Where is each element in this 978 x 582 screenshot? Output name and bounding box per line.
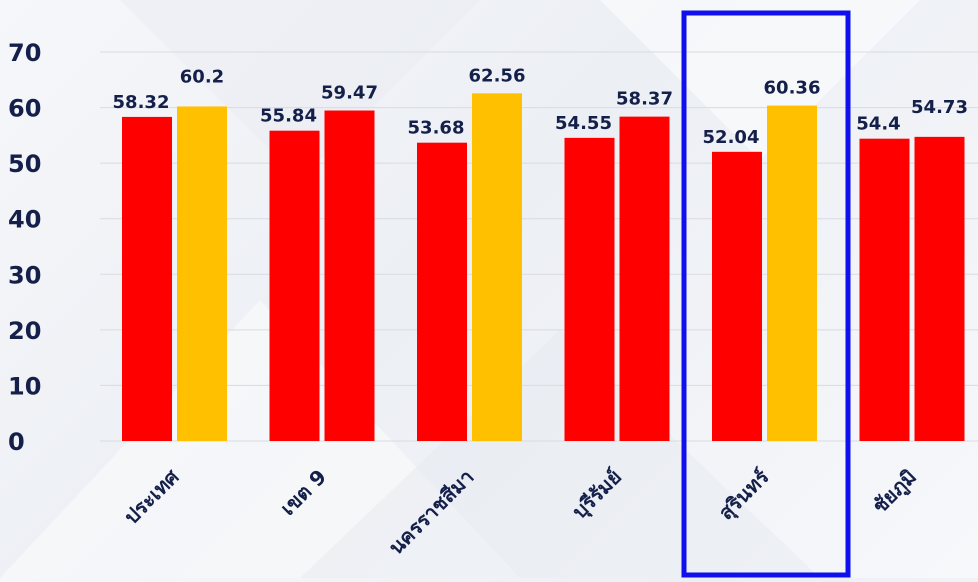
bar-series2: [619, 116, 670, 441]
y-axis-ticks: 0 10 20 30 40 50 60 70: [8, 39, 41, 456]
value-label-series2: 60.36: [764, 78, 821, 99]
x-axis-labels: ประเทศ เขต 9 นครราชสีมา บุรีรัมย์ สุรินทร์ ชั…: [119, 464, 922, 560]
x-category-label: ประเทศ: [119, 464, 184, 529]
value-label-series1: 54.55: [555, 113, 612, 134]
bars: [122, 93, 965, 442]
value-label-series2: 54.73: [911, 97, 968, 118]
value-label-series2: 59.47: [321, 83, 378, 104]
highlight-box: [681, 10, 851, 578]
value-label-series1: 54.4: [856, 114, 900, 135]
highlight-layer: [681, 10, 851, 578]
y-tick-label: 40: [8, 206, 41, 234]
y-tick-label: 10: [8, 372, 41, 400]
y-tick-label: 30: [8, 261, 41, 289]
gridlines: [100, 51, 978, 442]
value-label-series1: 58.32: [113, 92, 170, 113]
value-label-series1: 53.68: [408, 118, 465, 139]
bar-series1: [712, 151, 762, 442]
value-label-series2: 58.37: [616, 89, 673, 110]
bar-series2: [914, 136, 965, 441]
value-label-series1: 55.84: [260, 106, 317, 127]
bar-series1: [564, 137, 615, 442]
y-tick-label: 0: [8, 428, 25, 456]
value-label-series1: 52.04: [703, 127, 760, 148]
x-category-label: บุรีรัมย์: [567, 465, 626, 524]
bar-series2: [472, 93, 522, 441]
x-category-label: สุรินทร์: [714, 464, 775, 525]
bar-series2: [767, 105, 817, 441]
bar-series1: [269, 130, 320, 441]
y-tick-label: 20: [8, 317, 41, 345]
y-tick-label: 70: [8, 39, 41, 67]
bar-series1: [122, 116, 172, 442]
x-category-label: เขต 9: [276, 465, 331, 520]
x-category-label: ชัยภูมิ: [868, 465, 923, 520]
value-label-series2: 60.2: [180, 66, 224, 87]
y-tick-label: 60: [8, 95, 41, 123]
bar-series2: [177, 106, 227, 442]
value-label-series2: 62.56: [469, 65, 526, 86]
bar-series1: [417, 142, 467, 441]
bar-series2: [324, 110, 375, 441]
x-category-label: นครราชสีมา: [384, 465, 479, 560]
bar-series1: [859, 138, 910, 442]
y-tick-label: 50: [8, 150, 41, 178]
